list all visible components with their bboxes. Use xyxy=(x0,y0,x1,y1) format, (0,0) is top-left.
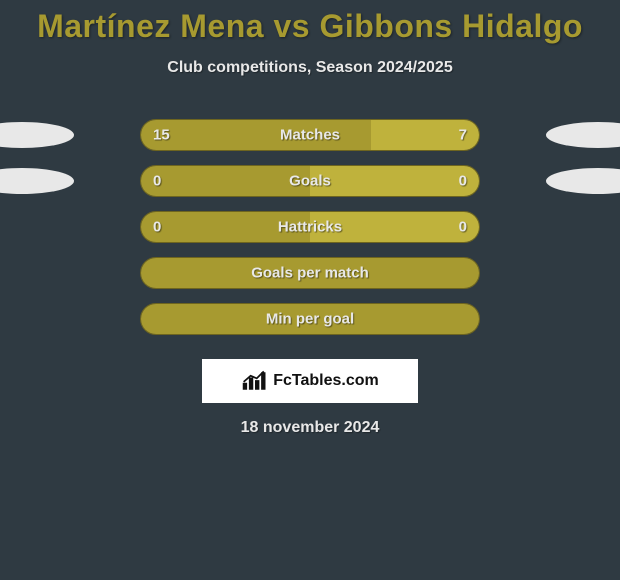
source-badge: FcTables.com xyxy=(202,359,418,403)
stat-row: Hattricks 0 0 xyxy=(20,211,600,243)
stat-bar-right xyxy=(310,166,479,196)
subtitle: Club competitions, Season 2024/2025 xyxy=(0,59,620,77)
stat-label: Matches xyxy=(280,127,340,144)
stat-value-left: 0 xyxy=(153,173,161,190)
page-title: Martínez Mena vs Gibbons Hidalgo xyxy=(0,0,620,45)
stat-row: Goals 0 0 xyxy=(20,165,600,197)
stat-bar: Min per goal xyxy=(140,303,480,335)
stat-row: Matches 15 7 xyxy=(20,119,600,151)
stat-value-left: 15 xyxy=(153,127,170,144)
player-ellipse-left xyxy=(0,168,74,194)
stat-bar: Goals 0 0 xyxy=(140,165,480,197)
stat-bar: Hattricks 0 0 xyxy=(140,211,480,243)
stat-bar: Goals per match xyxy=(140,257,480,289)
player-ellipse-right xyxy=(546,168,620,194)
stat-bar-left xyxy=(141,166,310,196)
stat-value-right: 0 xyxy=(459,173,467,190)
chart-icon xyxy=(241,370,269,392)
source-badge-text: FcTables.com xyxy=(273,372,379,390)
comparison-infographic: Martínez Mena vs Gibbons Hidalgo Club co… xyxy=(0,0,620,580)
date-label: 18 november 2024 xyxy=(0,419,620,437)
stat-row: Goals per match xyxy=(20,257,600,289)
stat-value-left: 0 xyxy=(153,219,161,236)
stat-value-right: 0 xyxy=(459,219,467,236)
player-ellipse-right xyxy=(546,122,620,148)
stat-label: Hattricks xyxy=(278,219,342,236)
stat-value-right: 7 xyxy=(459,127,467,144)
stat-label: Min per goal xyxy=(266,311,354,328)
stat-bar: Matches 15 7 xyxy=(140,119,480,151)
player-ellipse-left xyxy=(0,122,74,148)
stat-label: Goals xyxy=(289,173,331,190)
stat-label: Goals per match xyxy=(251,265,369,282)
stats-list: Matches 15 7 Goals 0 0 Hattricks 0 0 Goals per ma… xyxy=(0,119,620,335)
stat-row: Min per goal xyxy=(20,303,600,335)
